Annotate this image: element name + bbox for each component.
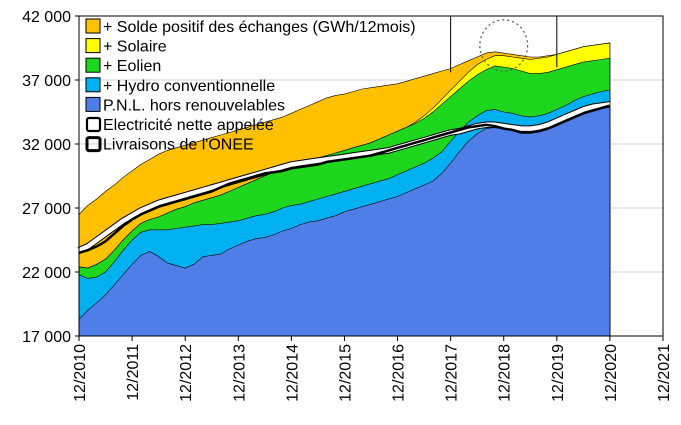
line-series-0 bbox=[78, 102, 611, 253]
x-tick-label-9: 12/2019 bbox=[550, 344, 567, 402]
legend-swatch-3 bbox=[85, 77, 101, 93]
y-tick-label-1: 22 000 bbox=[22, 265, 71, 282]
legend-label-6: Livraisons de l'ONEE bbox=[103, 137, 254, 154]
x-tick-label-3: 12/2013 bbox=[231, 344, 248, 402]
legend-swatch-6 bbox=[85, 136, 102, 153]
line-series-1 bbox=[78, 104, 611, 254]
legend-swatch-1 bbox=[85, 38, 101, 54]
y-tick-label-4: 37 000 bbox=[22, 73, 71, 90]
legend: + Solde positif des échanges (GWh/12mois… bbox=[85, 18, 416, 154]
x-tick-label-7: 12/2017 bbox=[444, 344, 461, 402]
plot-frame bbox=[78, 15, 664, 337]
annotation-circle-2 bbox=[479, 19, 529, 72]
legend-label-3: + Hydro conventionnelle bbox=[103, 78, 275, 95]
legend-swatch-4 bbox=[85, 96, 101, 112]
line-series bbox=[77, 101, 611, 254]
x-tick-label-11: 12/2021 bbox=[656, 344, 673, 402]
legend-swatch-0 bbox=[85, 18, 101, 34]
x-tick-label-2: 12/2012 bbox=[178, 344, 195, 402]
x-tick-label-4: 12/2014 bbox=[284, 344, 301, 402]
x-tick-label-8: 12/2018 bbox=[497, 344, 514, 402]
x-axis-ticks: 12/2010 12/2011 12/2012 12/2013 12/2014 12/20… bbox=[72, 336, 673, 402]
annotations bbox=[450, 16, 558, 73]
y-tick-label-0: 17 000 bbox=[22, 329, 71, 346]
legend-swatch-5 bbox=[85, 116, 102, 133]
legend-swatch-2 bbox=[85, 57, 101, 73]
y-tick-label-5: 42 000 bbox=[22, 9, 71, 26]
x-tick-label-5: 12/2015 bbox=[337, 344, 354, 402]
legend-label-5: Electricité nette appelée bbox=[103, 117, 274, 134]
y-axis-ticks: 17 000 22 000 27 000 32 000 37 000 42 000 bbox=[22, 9, 79, 346]
legend-label-4: P.N.L. hors renouvelables bbox=[103, 97, 285, 114]
x-tick-label-0: 12/2010 bbox=[72, 344, 89, 402]
y-tick-label-3: 32 000 bbox=[22, 137, 71, 154]
x-tick-label-1: 12/2011 bbox=[125, 344, 142, 401]
legend-label-0: + Solde positif des échanges (GWh/12mois… bbox=[103, 19, 416, 36]
y-tick-label-2: 27 000 bbox=[22, 201, 71, 218]
legend-label-2: + Eolien bbox=[103, 58, 161, 75]
x-tick-label-10: 12/2020 bbox=[603, 344, 620, 402]
x-tick-label-6: 12/2016 bbox=[391, 344, 408, 402]
legend-label-1: + Solaire bbox=[103, 39, 167, 56]
